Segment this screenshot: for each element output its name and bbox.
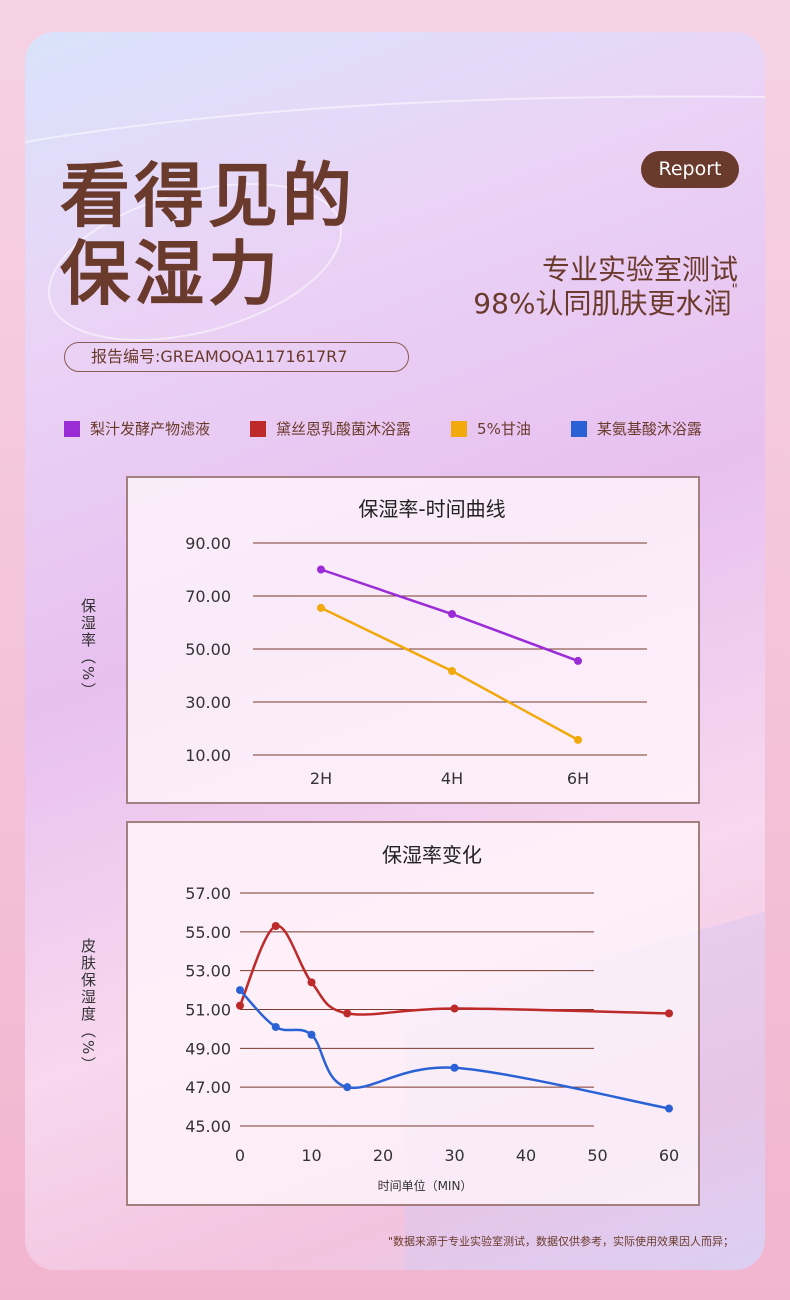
y-tick-label: 30.00 xyxy=(185,693,231,712)
y-tick-label: 47.00 xyxy=(185,1078,231,1097)
data-point xyxy=(450,1004,459,1013)
legend-item: 5%甘油 xyxy=(451,418,531,439)
chart1-ylabel: 保湿率（%） xyxy=(79,598,97,700)
x-tick-label: 30 xyxy=(444,1146,464,1165)
x-tick-label: 10 xyxy=(301,1146,321,1165)
data-point xyxy=(574,656,582,665)
subtitle-line1: 专业实验室测试 xyxy=(541,253,738,286)
data-point xyxy=(317,565,325,574)
legend-swatch xyxy=(570,420,587,437)
footnote: "数据来源于专业实验室测试，数据仅供参考，实际使用效果因人而异； xyxy=(387,1235,734,1248)
data-point xyxy=(307,978,316,987)
subtitle-line2: 98%认同肌肤更水润" xyxy=(473,282,738,322)
x-tick-label: 0 xyxy=(235,1146,245,1165)
chart1-title: 保湿率-时间曲线 xyxy=(358,497,505,521)
legend-label: 黛丝恩乳酸菌沐浴露 xyxy=(276,420,412,438)
chart2-ylabel: 皮肤保湿度（%） xyxy=(79,938,97,1074)
legend: 梨汁发酵产物滤液 黛丝恩乳酸菌沐浴露 5%甘油 某氨基酸沐浴露 xyxy=(64,418,742,439)
legend-item: 某氨基酸沐浴露 xyxy=(570,418,702,439)
data-point xyxy=(665,1009,673,1018)
x-tick-label: 60 xyxy=(659,1146,679,1165)
legend-item: 黛丝恩乳酸菌沐浴露 xyxy=(250,418,411,439)
y-tick-label: 10.00 xyxy=(185,746,231,765)
data-point xyxy=(271,1022,280,1031)
title-line2: 保湿力 xyxy=(60,233,282,315)
x-tick-label: 50 xyxy=(587,1146,607,1165)
x-tick-label: 40 xyxy=(516,1146,536,1165)
title-line1: 看得见的 xyxy=(60,155,356,237)
data-point xyxy=(236,1001,244,1010)
y-tick-label: 51.00 xyxy=(185,1001,231,1020)
subtitle-text: 98%认同肌肤更水润 xyxy=(473,287,732,320)
y-tick-label: 70.00 xyxy=(185,587,231,606)
data-point xyxy=(236,986,244,995)
data-point xyxy=(665,1104,673,1113)
y-tick-label: 49.00 xyxy=(185,1039,231,1058)
legend-label: 梨汁发酵产物滤液 xyxy=(90,420,211,438)
x-tick-label: 6H xyxy=(567,769,589,788)
x-tick-label: 20 xyxy=(373,1146,393,1165)
x-tick-label: 4H xyxy=(441,769,463,788)
y-tick-label: 55.00 xyxy=(185,923,231,942)
data-point xyxy=(343,1009,352,1018)
footnote-mark: " xyxy=(731,282,738,298)
chart2-box xyxy=(126,821,700,1206)
data-point xyxy=(317,603,325,612)
legend-item: 梨汁发酵产物滤液 xyxy=(64,418,210,439)
report-badge: Report xyxy=(641,151,739,188)
x-axis-label: 时间单位（MIN） xyxy=(378,1178,473,1193)
chart1-box xyxy=(126,476,700,804)
legend-swatch xyxy=(64,420,80,437)
x-tick-label: 2H xyxy=(310,769,332,788)
y-tick-label: 53.00 xyxy=(185,962,231,981)
report-code: 报告编号:GREAMOQA1171617R7 xyxy=(64,342,409,372)
y-tick-label: 45.00 xyxy=(185,1117,231,1136)
data-point xyxy=(343,1083,352,1092)
y-tick-label: 90.00 xyxy=(185,534,231,553)
data-point xyxy=(574,735,582,744)
data-point xyxy=(271,922,280,931)
data-point xyxy=(448,610,456,619)
y-tick-label: 50.00 xyxy=(185,640,231,659)
legend-label: 某氨基酸沐浴露 xyxy=(596,420,702,438)
data-point xyxy=(448,666,456,675)
legend-label: 5%甘油 xyxy=(477,420,531,438)
series-line xyxy=(238,924,670,1016)
legend-swatch xyxy=(250,420,267,437)
data-point xyxy=(307,1030,316,1039)
data-point xyxy=(450,1063,459,1072)
chart2-title: 保湿率变化 xyxy=(382,843,482,867)
y-tick-label: 57.00 xyxy=(185,884,231,903)
legend-swatch xyxy=(451,420,468,437)
